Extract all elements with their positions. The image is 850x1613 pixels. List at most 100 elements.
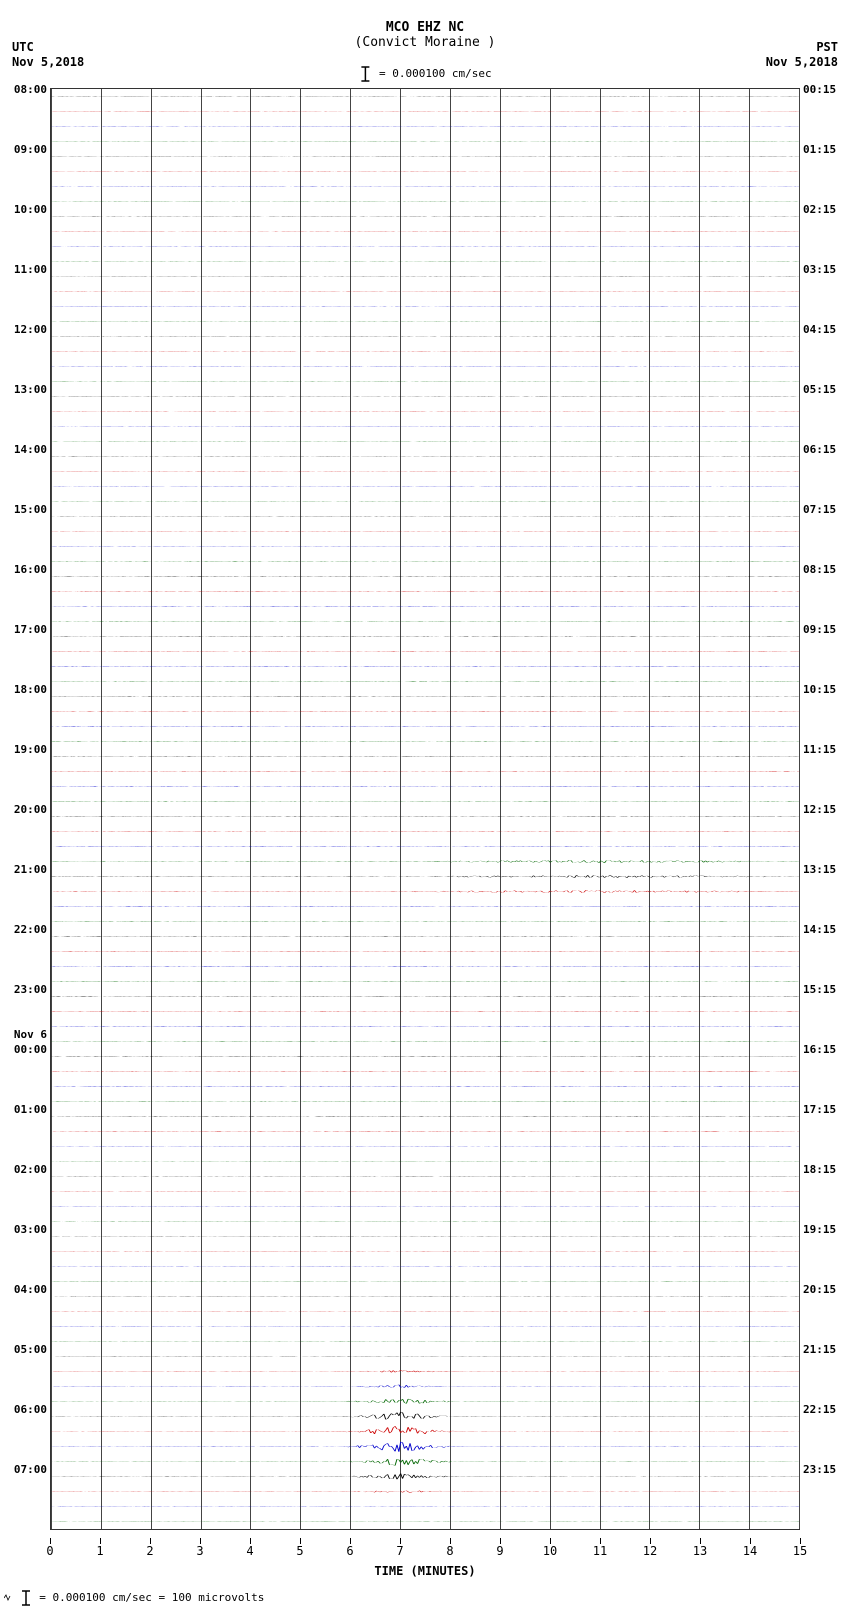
trace-waveform — [51, 494, 799, 509]
trace-waveform — [51, 614, 799, 629]
trace-waveform — [51, 464, 799, 479]
trace-waveform — [51, 794, 799, 809]
trace-waveform — [51, 149, 799, 164]
trace-row — [51, 239, 799, 254]
trace-row — [51, 989, 799, 1004]
trace-row — [51, 1394, 799, 1409]
scale-bar-icon — [19, 1589, 33, 1607]
trace-waveform — [51, 1349, 799, 1364]
utc-time-label: 09:00 — [14, 143, 51, 156]
trace-row — [51, 899, 799, 914]
trace-row — [51, 599, 799, 614]
scale-text: = 0.000100 cm/sec — [379, 67, 492, 80]
trace-row — [51, 224, 799, 239]
trace-waveform — [51, 539, 799, 554]
footer-text: = 0.000100 cm/sec = 100 microvolts — [39, 1591, 264, 1604]
trace-row — [51, 749, 799, 764]
trace-waveform — [51, 1289, 799, 1304]
trace-waveform — [51, 1454, 799, 1469]
trace-waveform — [51, 659, 799, 674]
x-tick-label: 11 — [593, 1544, 607, 1558]
trace-row — [51, 674, 799, 689]
trace-row — [51, 884, 799, 899]
trace-waveform — [51, 1004, 799, 1019]
utc-time-label: 07:00 — [14, 1463, 51, 1476]
trace-waveform — [51, 344, 799, 359]
trace-waveform — [51, 989, 799, 1004]
trace-row — [51, 1199, 799, 1214]
pst-time-label: 11:15 — [799, 743, 836, 756]
trace-row — [51, 1304, 799, 1319]
utc-time-label: 20:00 — [14, 803, 51, 816]
pst-time-label: 06:15 — [799, 443, 836, 456]
trace-waveform — [51, 524, 799, 539]
pst-time-label: 20:15 — [799, 1283, 836, 1296]
trace-row — [51, 149, 799, 164]
utc-time-label: 14:00 — [14, 443, 51, 456]
utc-time-label: 21:00 — [14, 863, 51, 876]
trace-row — [51, 299, 799, 314]
utc-time-label: 10:00 — [14, 203, 51, 216]
trace-waveform — [51, 884, 799, 899]
trace-waveform — [51, 254, 799, 269]
trace-waveform — [51, 134, 799, 149]
trace-row — [51, 809, 799, 824]
date-right: Nov 5,2018 — [766, 55, 838, 69]
trace-row — [51, 974, 799, 989]
trace-waveform — [51, 1409, 799, 1424]
trace-row — [51, 1079, 799, 1094]
trace-waveform — [51, 1109, 799, 1124]
trace-row — [51, 494, 799, 509]
trace-row — [51, 929, 799, 944]
trace-row — [51, 1424, 799, 1439]
trace-waveform — [51, 1244, 799, 1259]
trace-waveform — [51, 944, 799, 959]
trace-row — [51, 1274, 799, 1289]
trace-row — [51, 1454, 799, 1469]
trace-row — [51, 464, 799, 479]
trace-waveform — [51, 974, 799, 989]
utc-time-label: 03:00 — [14, 1223, 51, 1236]
trace-row — [51, 1169, 799, 1184]
pst-time-label: 10:15 — [799, 683, 836, 696]
trace-row — [51, 1364, 799, 1379]
trace-row — [51, 374, 799, 389]
trace-waveform — [51, 674, 799, 689]
trace-waveform — [51, 914, 799, 929]
trace-waveform — [51, 314, 799, 329]
timezone-right: PST — [816, 40, 838, 54]
utc-time-label: 17:00 — [14, 623, 51, 636]
utc-time-label: 04:00 — [14, 1283, 51, 1296]
trace-waveform — [51, 479, 799, 494]
pst-time-label: 22:15 — [799, 1403, 836, 1416]
pst-time-label: 18:15 — [799, 1163, 836, 1176]
trace-waveform — [51, 1169, 799, 1184]
pst-time-label: 04:15 — [799, 323, 836, 336]
trace-waveform — [51, 584, 799, 599]
trace-waveform — [51, 179, 799, 194]
trace-waveform — [51, 1019, 799, 1034]
utc-time-label: 06:00 — [14, 1403, 51, 1416]
trace-row — [51, 134, 799, 149]
trace-waveform — [51, 749, 799, 764]
x-axis: TIME (MINUTES) 0123456789101112131415 — [50, 1538, 800, 1578]
trace-waveform — [51, 839, 799, 854]
trace-row — [51, 1034, 799, 1049]
pst-time-label: 19:15 — [799, 1223, 836, 1236]
timezone-left: UTC — [12, 40, 34, 54]
x-tick-label: 8 — [446, 1544, 453, 1558]
trace-row — [51, 479, 799, 494]
x-tick-label: 13 — [693, 1544, 707, 1558]
station-code: MCO EHZ NC — [0, 20, 850, 35]
trace-row — [51, 689, 799, 704]
x-tick-label: 12 — [643, 1544, 657, 1558]
pst-time-label: 05:15 — [799, 383, 836, 396]
trace-row — [51, 254, 799, 269]
utc-date-label: Nov 6 — [14, 1028, 51, 1041]
trace-waveform — [51, 1124, 799, 1139]
trace-row — [51, 344, 799, 359]
trace-waveform — [51, 1484, 799, 1499]
pst-time-label: 00:15 — [799, 83, 836, 96]
utc-time-label: 02:00 — [14, 1163, 51, 1176]
x-tick-label: 2 — [146, 1544, 153, 1558]
